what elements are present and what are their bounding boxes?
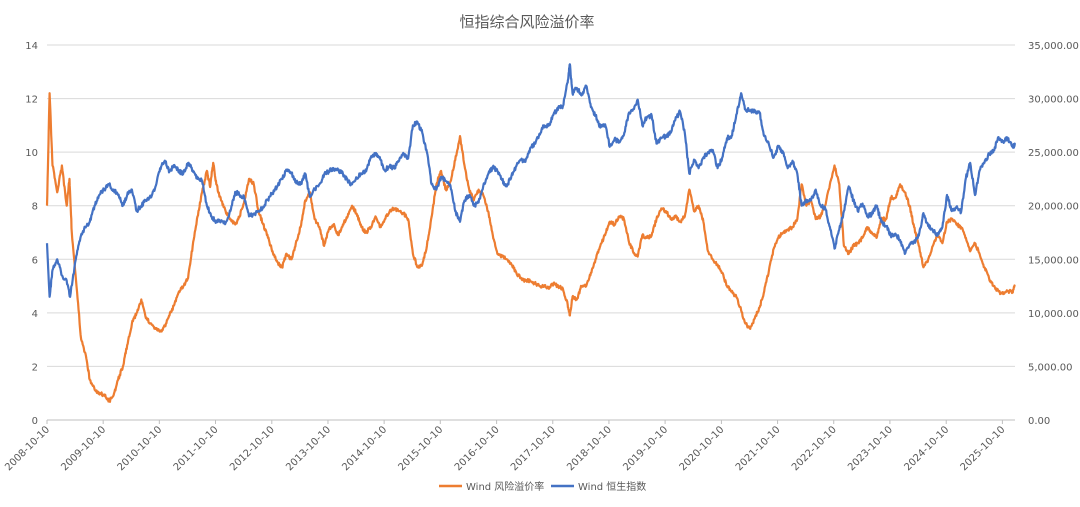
series-line-hsi	[45, 63, 1017, 298]
series-lines	[45, 63, 1017, 403]
legend: Wind 风险溢价率 Wind 恒生指数	[439, 480, 646, 493]
right-y-axis: 0.00 5,000.00 10,000.00 15,000.00 20,000.00 2…	[1028, 41, 1079, 427]
left-y-tick-label: 0	[32, 416, 38, 427]
right-y-tick-label: 10,000.00	[1028, 309, 1079, 320]
left-y-tick-label: 12	[25, 95, 38, 106]
left-y-tick-label: 2	[32, 362, 38, 373]
left-y-axis: 0 2 4 6 8 10 12 14	[25, 41, 38, 427]
left-y-tick-label: 10	[25, 148, 38, 159]
chart-title: 恒指综合风险溢价率	[459, 13, 594, 31]
legend-label-risk-premium: Wind 风险溢价率	[466, 480, 544, 493]
left-y-tick-label: 8	[32, 202, 38, 213]
right-y-tick-label: 30,000.00	[1028, 95, 1079, 106]
right-y-tick-label: 25,000.00	[1028, 148, 1079, 159]
right-y-tick-label: 0.00	[1028, 416, 1050, 427]
left-y-tick-label: 4	[32, 309, 38, 320]
left-y-tick-label: 6	[32, 255, 38, 266]
legend-label-hsi: Wind 恒生指数	[578, 480, 646, 493]
left-y-tick-label: 14	[25, 41, 38, 52]
right-y-tick-label: 5,000.00	[1028, 362, 1073, 373]
right-y-tick-label: 35,000.00	[1028, 41, 1079, 52]
right-y-tick-label: 15,000.00	[1028, 255, 1079, 266]
right-y-tick-label: 20,000.00	[1028, 202, 1079, 213]
gridlines	[47, 44, 1015, 421]
